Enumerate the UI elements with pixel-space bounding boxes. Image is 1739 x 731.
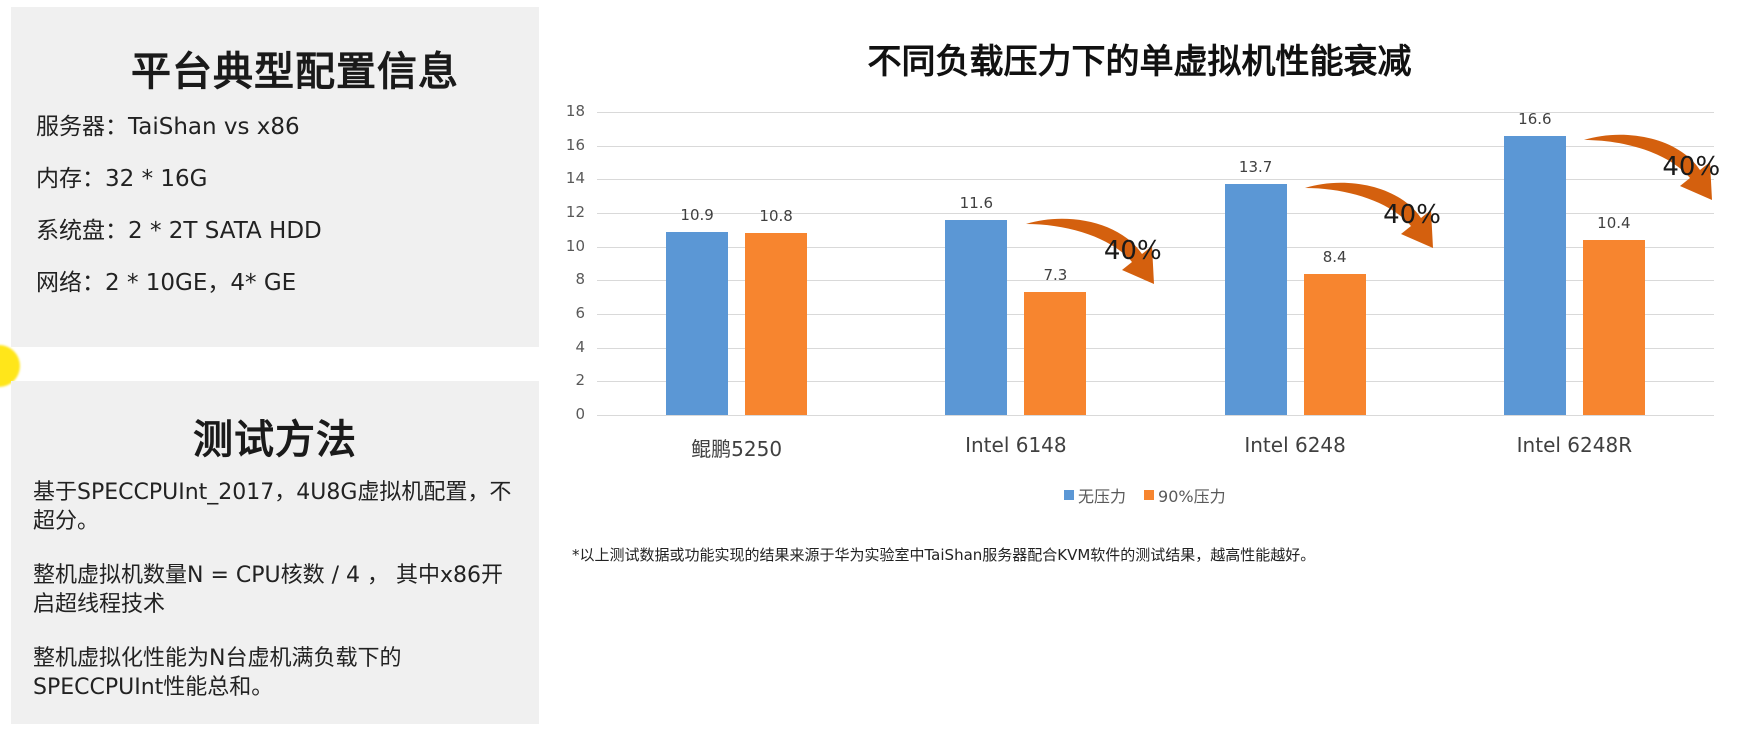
curved-arrow-icon	[1025, 218, 1154, 284]
config-server: 服务器：TaiShan vs x86	[36, 114, 300, 140]
config-memory: 内存：32 * 16G	[36, 166, 208, 192]
config-disk: 系统盘：2 * 2T SATA HDD	[36, 218, 322, 244]
data-label: 7.3	[1043, 266, 1068, 285]
bar-no-load	[666, 231, 729, 415]
method-para-2: 整机虚拟机数量N = CPU核数 / 4 ， 其中x86开启超线程技术	[33, 563, 504, 617]
data-label: 8.4	[1322, 247, 1347, 266]
bar-no-load	[945, 219, 1008, 415]
method-para-3: 整机虚拟化性能为N台虚机满负载下的SPECCPUInt性能总和。	[33, 646, 402, 700]
y-tick-label: 16	[565, 135, 585, 154]
decline-percent-label: 40%	[1662, 151, 1721, 182]
y-tick-label: 6	[575, 304, 585, 322]
data-label: 10.8	[759, 207, 793, 226]
data-label: 13.7	[1238, 158, 1273, 177]
method-title: 测试方法	[193, 417, 357, 463]
legend-label: 无压力	[1078, 487, 1127, 506]
chart-title: 不同负载压力下的单虚拟机性能衰减	[867, 42, 1412, 82]
plot-area	[597, 112, 1714, 416]
x-category-label: 鲲鹏5250	[691, 437, 783, 461]
footnote: *以上测试数据或功能实现的结果来源于华为实验室中TaiShan服务器配合KVM软…	[572, 546, 1316, 564]
y-tick-label: 2	[575, 371, 585, 390]
data-label: 10.9	[680, 205, 714, 224]
y-tick-label: 4	[575, 337, 585, 356]
legend-item: 90%压力	[1144, 483, 1226, 507]
gridline	[597, 381, 1714, 383]
gridline	[597, 347, 1714, 349]
decline-percent-label: 40%	[1383, 200, 1441, 231]
data-label: 16.6	[1518, 109, 1552, 128]
legend-item: 无压力	[1064, 483, 1126, 507]
gridline	[597, 314, 1714, 315]
gridline	[597, 280, 1714, 282]
gridline	[597, 213, 1714, 214]
data-label: 10.4	[1597, 213, 1631, 232]
x-category-label: Intel 6148	[965, 433, 1067, 457]
y-tick-label: 10	[565, 236, 585, 255]
method-panel: 测试方法 基于SPECCPUInt_2017，4U8G虚拟机配置，不超分。 整机…	[11, 381, 539, 724]
bar-load-90	[1024, 292, 1087, 415]
y-tick-label: 18	[565, 102, 585, 120]
gridline	[597, 415, 1714, 416]
gridline	[597, 112, 1714, 113]
config-title: 平台典型配置信息	[131, 49, 459, 95]
y-tick-label: 8	[575, 270, 585, 289]
data-label: 11.6	[959, 193, 994, 212]
legend-swatch-icon	[1144, 490, 1155, 500]
legend-label: 90%压力	[1158, 487, 1226, 506]
x-category-label: Intel 6248	[1244, 433, 1346, 457]
y-tick-label: 0	[575, 405, 585, 423]
config-network: 网络：2 * 10GE，4* GE	[36, 270, 297, 296]
y-tick-label: 14	[565, 169, 585, 188]
bar-load-90	[1582, 239, 1645, 415]
method-para-1: 基于SPECCPUInt_2017，4U8G虚拟机配置，不超分。	[33, 480, 512, 534]
bar-no-load	[1503, 135, 1566, 415]
bar-load-90	[1303, 273, 1366, 415]
gridline	[597, 179, 1714, 181]
gridline	[597, 246, 1714, 248]
legend-swatch-icon	[1064, 490, 1074, 500]
chart-legend: 无压力 90%压力	[1064, 483, 1226, 507]
y-tick-label: 12	[565, 203, 585, 221]
curved-arrow-icon	[1584, 134, 1713, 200]
bar-no-load	[1224, 184, 1287, 415]
decline-percent-label: 40%	[1103, 235, 1162, 266]
config-panel: 平台典型配置信息 服务器：TaiShan vs x86 内存：32 * 16G …	[11, 7, 539, 347]
curved-arrow-icon	[1305, 183, 1434, 249]
gridline	[597, 145, 1714, 147]
pointer-highlight	[0, 345, 20, 387]
bar-load-90	[745, 233, 808, 415]
x-category-label: Intel 6248R	[1516, 433, 1633, 457]
